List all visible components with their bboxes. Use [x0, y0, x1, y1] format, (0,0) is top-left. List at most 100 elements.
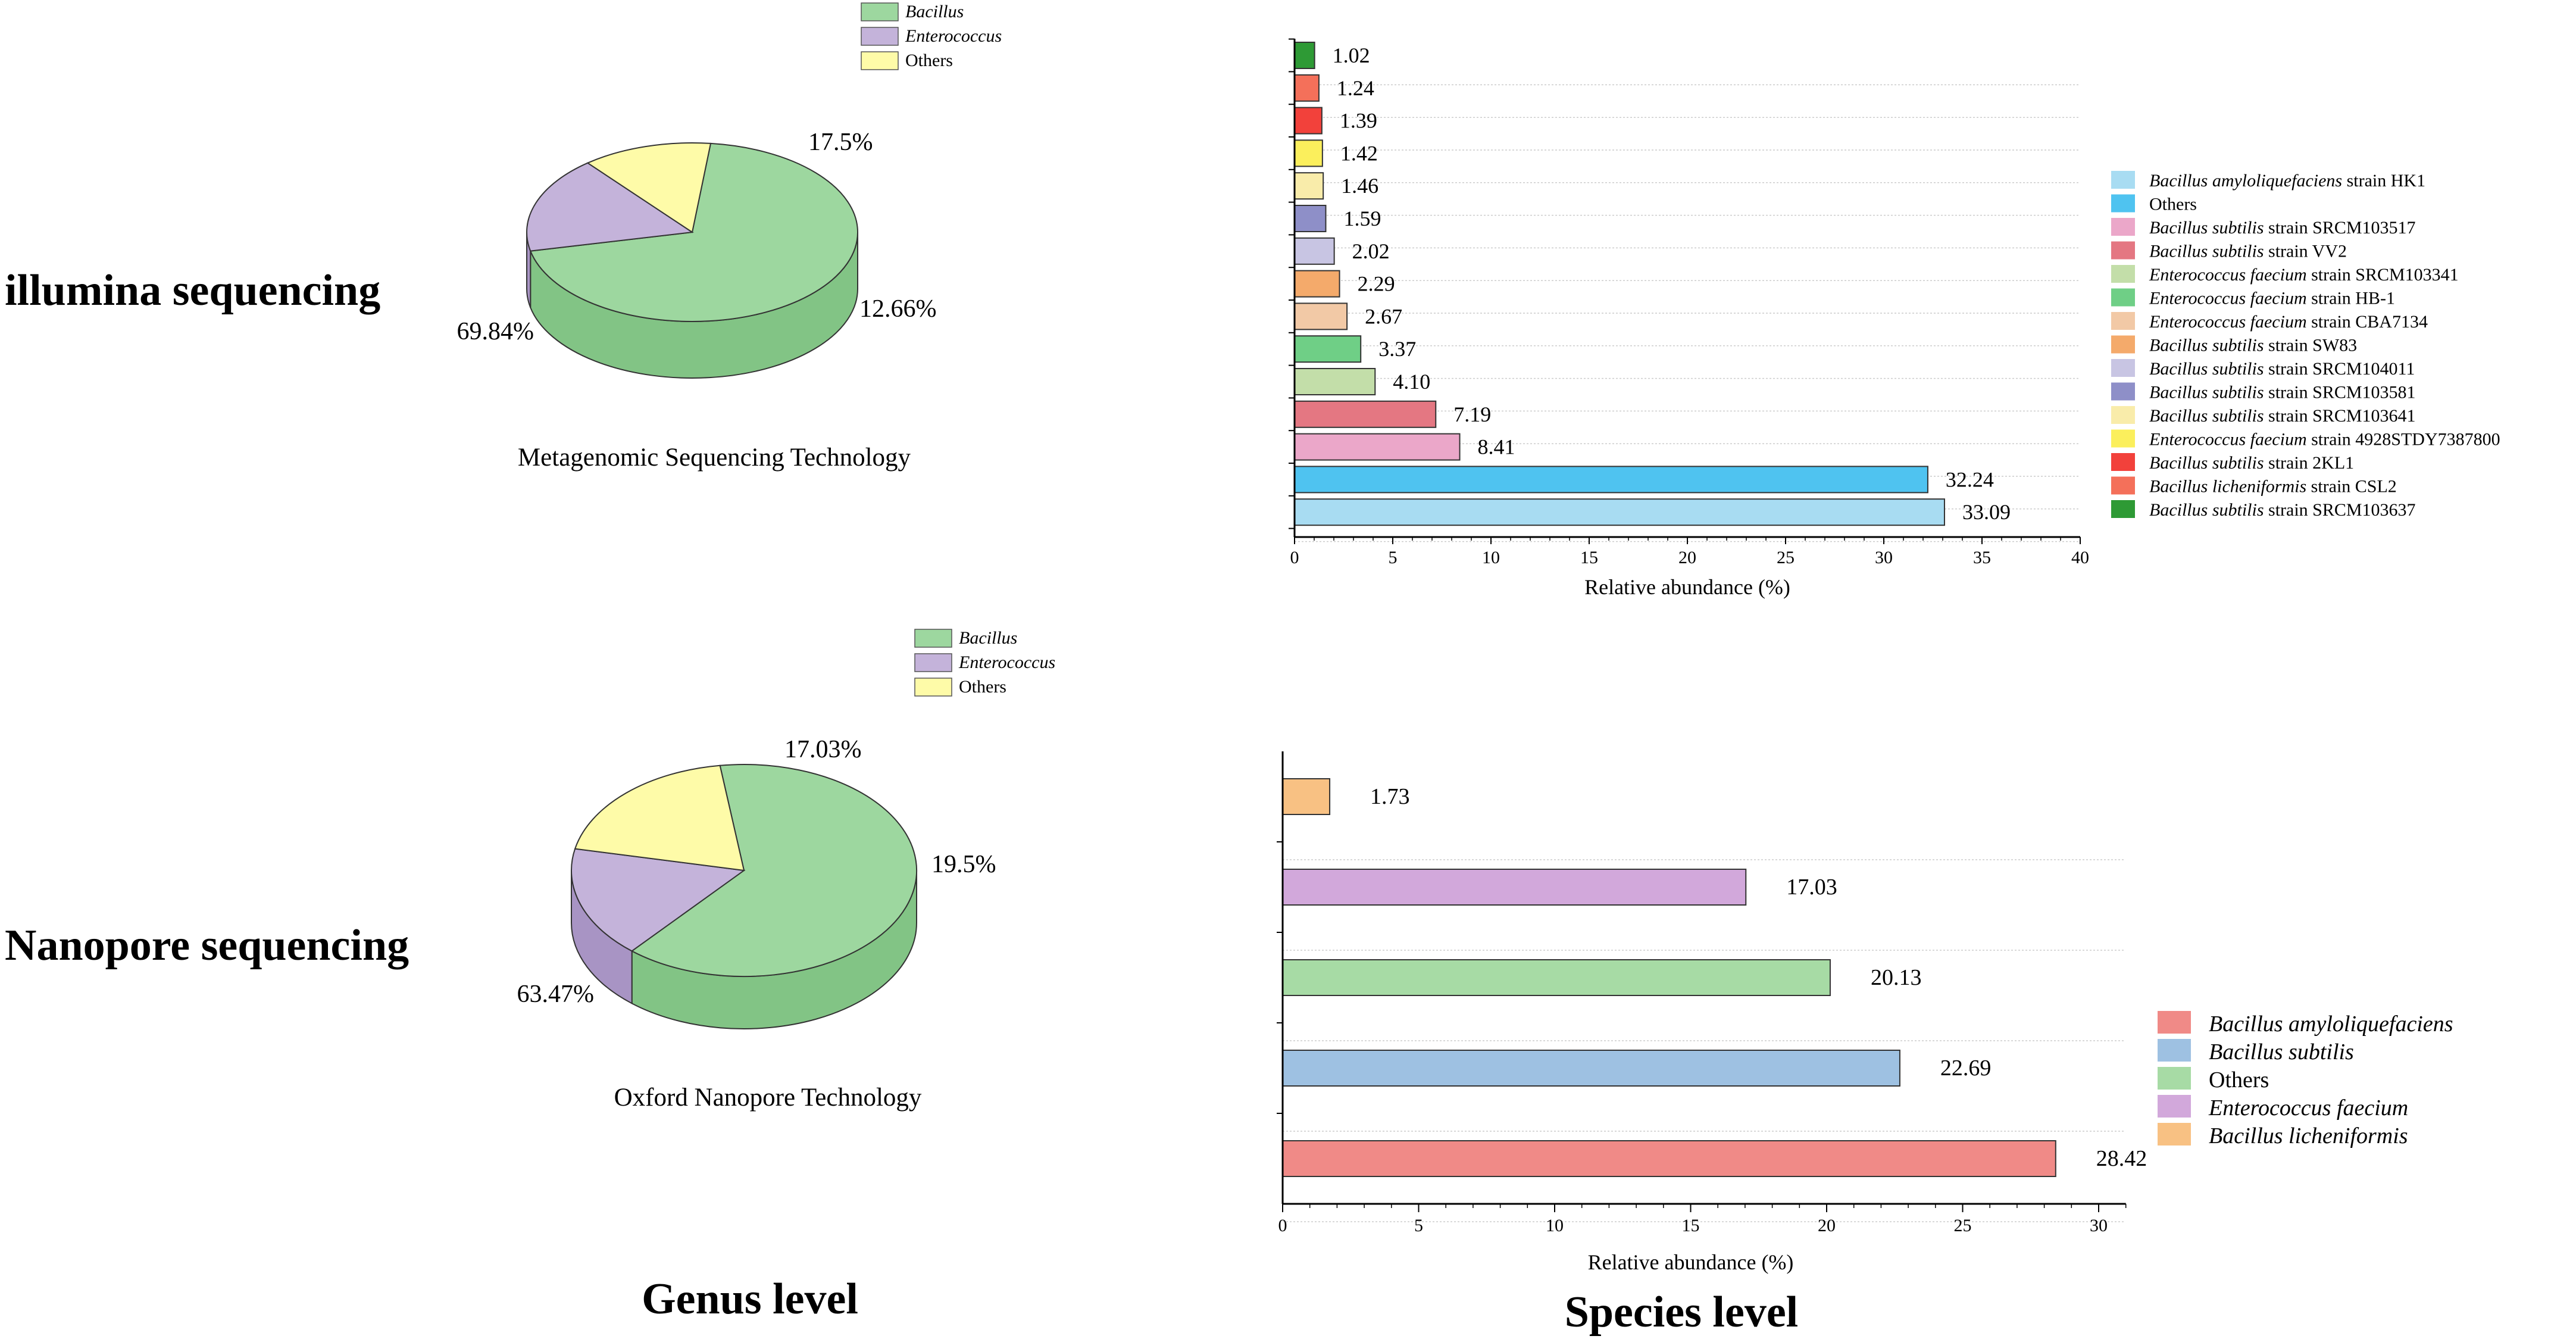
- legend-swatch-nanopore-4: [2158, 1123, 2191, 1146]
- x-tick-label-illumina-5: 5: [1389, 548, 1398, 567]
- x-axis-title-nanopore: Relative abundance (%): [1588, 1250, 1794, 1274]
- bar-value-illumina-14: 1.02: [1333, 43, 1370, 67]
- pie-slice-enterococcus: [526, 162, 694, 252]
- legend-swatch-illumina-9: [2111, 382, 2135, 401]
- x-tick-label-nanopore-20: 20: [1818, 1216, 1836, 1235]
- pie-legend-label-bacillus: Bacillus: [959, 628, 1017, 648]
- legend-swatch-illumina-11: [2111, 429, 2135, 448]
- bar-illumina-7: [1294, 270, 1340, 298]
- x-tick-label-illumina-10: 10: [1482, 548, 1500, 567]
- pie-legend-swatch-enterococcus: [914, 653, 952, 672]
- bar-illumina-14: [1294, 42, 1315, 69]
- pie-caption-illumina: Metagenomic Sequencing Technology: [518, 444, 911, 472]
- bar-value-illumina-12: 1.39: [1340, 109, 1377, 133]
- bar-illumina-4: [1294, 368, 1376, 395]
- x-tick-label-illumina-0: 0: [1290, 548, 1299, 567]
- legend-swatch-illumina-14: [2111, 500, 2135, 518]
- row-label-illumina: illumina sequencing: [5, 266, 380, 315]
- bar-value-illumina-8: 2.02: [1352, 239, 1390, 263]
- footer-label-species: Species level: [1565, 1288, 1799, 1337]
- x-tick-label-nanopore-25: 25: [1954, 1216, 1972, 1235]
- legend-label-nanopore-1: Bacillus subtilis: [2209, 1040, 2354, 1065]
- legend-swatch-nanopore-3: [2158, 1095, 2191, 1118]
- bar-value-illumina-5: 3.37: [1378, 337, 1416, 361]
- bar-value-illumina-11: 1.42: [1340, 141, 1378, 165]
- bar-value-illumina-4: 4.10: [1393, 370, 1430, 394]
- bar-illumina-9: [1294, 205, 1327, 232]
- x-tick-label-nanopore-30: 30: [2090, 1216, 2108, 1235]
- legend-swatch-illumina-7: [2111, 335, 2135, 354]
- legend-swatch-illumina-5: [2111, 288, 2135, 307]
- legend-swatch-illumina-12: [2111, 453, 2135, 471]
- x-tick-label-illumina-15: 15: [1580, 548, 1598, 567]
- bar-illumina-11: [1294, 139, 1323, 167]
- footer-label-genus: Genus level: [642, 1275, 858, 1324]
- legend-label-illumina-7: Bacillus subtilis strain SW83: [2149, 336, 2357, 355]
- x-tick-label-illumina-35: 35: [1973, 548, 1991, 567]
- legend-swatch-illumina-0: [2111, 171, 2135, 189]
- pie-label-others: 19.5%: [931, 851, 996, 878]
- legend-label-illumina-5: Enterococcus faecium strain HB-1: [2149, 289, 2395, 308]
- pie-label-bacillus: 63.47%: [517, 981, 595, 1008]
- bar-value-illumina-2: 8.41: [1478, 435, 1515, 459]
- bar-chart-illumina-species: 33.09 32.24 8.41 7.19 4.10 3.37 2.67 2.29 2.02 1.…: [1289, 38, 2500, 599]
- bar-value-nanopore-3: 17.03: [1786, 875, 1837, 900]
- bar-value-illumina-7: 2.29: [1358, 272, 1395, 296]
- legend-swatch-nanopore-1: [2158, 1039, 2191, 1062]
- pie-label-others: 12.66%: [859, 295, 937, 323]
- x-tick-label-illumina-20: 20: [1678, 548, 1696, 567]
- legend-label-illumina-10: Bacillus subtilis strain SRCM103641: [2149, 406, 2416, 426]
- bar-value-illumina-9: 1.59: [1343, 207, 1381, 230]
- x-tick-label-illumina-30: 30: [1875, 548, 1893, 567]
- legend-label-illumina-3: Bacillus subtilis strain VV2: [2149, 242, 2347, 261]
- legend-swatch-illumina-8: [2111, 359, 2135, 377]
- legend-swatch-nanopore-2: [2158, 1067, 2191, 1090]
- legend-label-illumina-2: Bacillus subtilis strain SRCM103517: [2149, 218, 2416, 238]
- pie-legend-label-others: Others: [905, 51, 953, 70]
- bar-value-nanopore-2: 20.13: [1871, 965, 1922, 990]
- bar-illumina-10: [1294, 172, 1324, 200]
- pie-slice-others: [574, 764, 745, 872]
- pie-legend-swatch-bacillus: [914, 629, 952, 648]
- legend-label-illumina-4: Enterococcus faecium strain SRCM103341: [2149, 265, 2459, 285]
- pie-slice-others: [586, 142, 712, 233]
- x-tick-label-illumina-25: 25: [1777, 548, 1795, 567]
- pie-caption-nanopore: Oxford Nanopore Technology: [614, 1084, 922, 1112]
- x-tick-label-nanopore-10: 10: [1546, 1216, 1564, 1235]
- pie-legend-label-enterococcus: Enterococcus: [905, 26, 1002, 46]
- pie-slice-bacillus: [630, 764, 917, 977]
- bar-value-nanopore-0: 28.42: [2096, 1146, 2147, 1171]
- pie-legend-label-bacillus: Bacillus: [905, 2, 964, 21]
- bar-illumina-5: [1294, 335, 1362, 363]
- x-axis-title-illumina: Relative abundance (%): [1584, 575, 1790, 599]
- pie-legend-swatch-enterococcus: [861, 27, 899, 46]
- bar-nanopore-3: [1282, 869, 1747, 906]
- x-tick-label-nanopore-15: 15: [1682, 1216, 1700, 1235]
- pie-legend-label-others: Others: [959, 677, 1006, 697]
- bar-illumina-8: [1294, 237, 1335, 265]
- legend-label-illumina-1: Others: [2149, 195, 2197, 214]
- pie-chart-nanopore: 63.47% 17.03% 19.5% Bacillus Enterococcus Oth…: [517, 628, 1055, 1029]
- legend-swatch-illumina-13: [2111, 476, 2135, 495]
- bar-illumina-3: [1294, 400, 1437, 428]
- pie-legend-label-enterococcus: Enterococcus: [958, 653, 1055, 672]
- legend-label-illumina-8: Bacillus subtilis strain SRCM104011: [2149, 359, 2415, 379]
- bar-value-illumina-3: 7.19: [1453, 402, 1491, 426]
- legend-label-nanopore-0: Bacillus amyloliquefaciens: [2209, 1012, 2453, 1037]
- pie-chart-illumina: 69.84% 17.5% 12.66% Bacillus Enterococcus Oth…: [457, 2, 1002, 379]
- legend-label-illumina-14: Bacillus subtilis strain SRCM103637: [2149, 500, 2416, 520]
- x-tick-label-nanopore-5: 5: [1414, 1216, 1423, 1235]
- pie-slice-enterococcus: [571, 848, 746, 952]
- legend-label-nanopore-3: Enterococcus faecium: [2208, 1095, 2408, 1120]
- row-label-nanopore: Nanopore sequencing: [5, 921, 409, 970]
- bar-nanopore-1: [1282, 1050, 1900, 1087]
- bar-value-illumina-1: 32.24: [1946, 467, 1994, 491]
- bar-value-illumina-13: 1.24: [1337, 76, 1374, 100]
- legend-swatch-illumina-6: [2111, 312, 2135, 330]
- legend-swatch-illumina-4: [2111, 265, 2135, 283]
- legend-label-illumina-13: Bacillus licheniformis strain CSL2: [2149, 477, 2397, 497]
- legend-label-nanopore-4: Bacillus licheniformis: [2209, 1123, 2408, 1148]
- x-tick-label-illumina-40: 40: [2071, 548, 2089, 567]
- legend-label-nanopore-2: Others: [2209, 1068, 2269, 1093]
